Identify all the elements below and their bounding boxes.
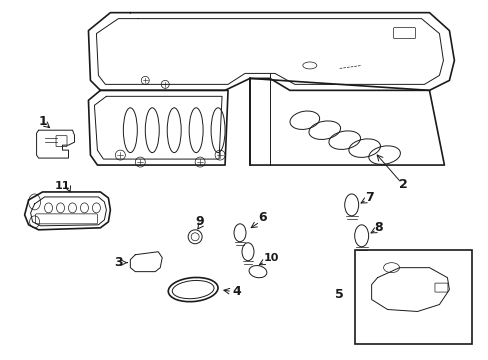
- Text: 10: 10: [264, 253, 279, 263]
- Text: 2: 2: [398, 179, 407, 192]
- Text: 8: 8: [374, 221, 383, 234]
- Text: 11: 11: [55, 181, 70, 191]
- Text: 5: 5: [334, 288, 343, 301]
- Text: 1: 1: [38, 115, 47, 128]
- Text: 9: 9: [195, 215, 204, 228]
- Bar: [354, 250, 471, 345]
- Text: 3: 3: [114, 256, 122, 269]
- Text: 6: 6: [258, 211, 266, 224]
- Text: 7: 7: [364, 192, 373, 204]
- Text: 4: 4: [232, 285, 240, 298]
